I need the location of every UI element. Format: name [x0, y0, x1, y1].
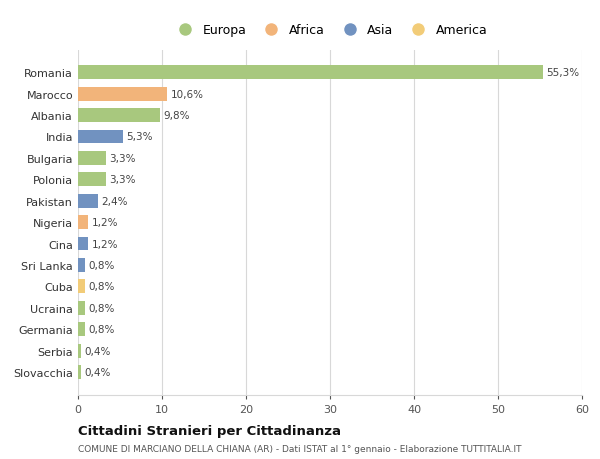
- Text: 0,4%: 0,4%: [85, 367, 111, 377]
- Bar: [78, 66, 542, 80]
- Text: 1,2%: 1,2%: [91, 218, 118, 228]
- Text: 3,3%: 3,3%: [109, 154, 136, 163]
- Bar: [78, 280, 85, 294]
- Text: 0,8%: 0,8%: [88, 303, 115, 313]
- Text: 0,8%: 0,8%: [88, 282, 115, 291]
- Text: 5,3%: 5,3%: [126, 132, 152, 142]
- Text: 0,8%: 0,8%: [88, 325, 115, 335]
- Text: 55,3%: 55,3%: [546, 68, 579, 78]
- Text: COMUNE DI MARCIANO DELLA CHIANA (AR) - Dati ISTAT al 1° gennaio - Elaborazione T: COMUNE DI MARCIANO DELLA CHIANA (AR) - D…: [78, 444, 521, 453]
- Text: 0,8%: 0,8%: [88, 260, 115, 270]
- Bar: [78, 237, 88, 251]
- Bar: [78, 258, 85, 272]
- Text: 1,2%: 1,2%: [91, 239, 118, 249]
- Bar: [78, 365, 82, 379]
- Bar: [78, 344, 82, 358]
- Bar: [78, 301, 85, 315]
- Text: 9,8%: 9,8%: [164, 111, 190, 121]
- Text: 3,3%: 3,3%: [109, 175, 136, 185]
- Text: 2,4%: 2,4%: [101, 196, 128, 206]
- Bar: [78, 151, 106, 166]
- Bar: [78, 88, 167, 101]
- Bar: [78, 323, 85, 336]
- Text: Cittadini Stranieri per Cittadinanza: Cittadini Stranieri per Cittadinanza: [78, 425, 341, 437]
- Legend: Europa, Africa, Asia, America: Europa, Africa, Asia, America: [167, 19, 493, 42]
- Bar: [78, 130, 122, 144]
- Bar: [78, 109, 160, 123]
- Bar: [78, 173, 106, 187]
- Text: 10,6%: 10,6%: [170, 90, 203, 100]
- Bar: [78, 216, 88, 230]
- Bar: [78, 194, 98, 208]
- Text: 0,4%: 0,4%: [85, 346, 111, 356]
